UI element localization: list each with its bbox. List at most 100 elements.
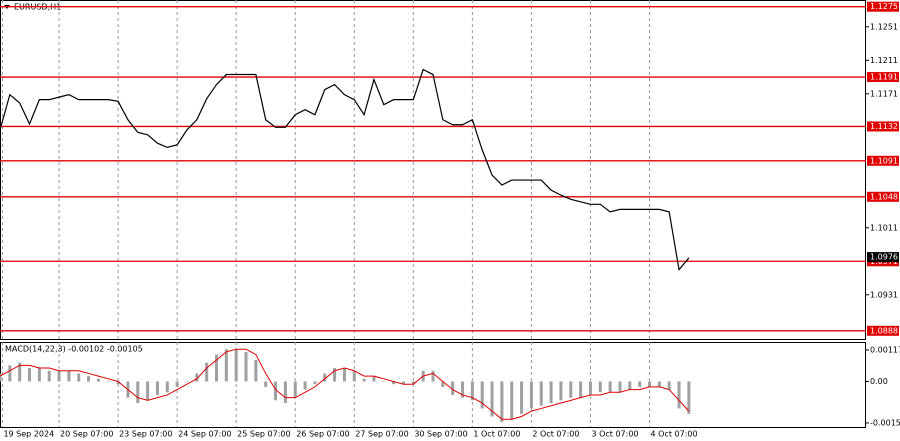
macd-bar [8,365,12,382]
macd-bar [28,368,32,382]
macd-bar [648,381,651,387]
macd-bar [461,381,465,398]
level-label: 1.1191 [870,73,898,82]
macd-bar [579,381,583,398]
macd-bar [411,381,415,385]
x-tick-label: 25 Sep 07:00 [237,430,290,439]
level-label: 1.1275 [870,2,898,11]
y-tick-label: 0.00 [870,377,888,386]
macd-bar [116,381,120,385]
macd-bar [244,351,248,382]
macd-bar [254,359,258,382]
price-line [0,68,690,272]
macd-bar [323,373,327,382]
macd-bar [264,381,268,387]
y-tick-label: 0.00117 [870,346,900,355]
macd-bar [539,381,543,406]
macd-bar [185,381,189,382]
macd-bar [382,381,386,382]
level-label: 1.1048 [870,192,898,201]
macd-bar [77,373,81,382]
x-tick-label: 2 Oct 07:00 [532,430,579,439]
current-price-box [867,252,899,263]
y-tick-label: 1.0931 [870,290,898,299]
x-tick-label: 26 Sep 07:00 [296,430,349,439]
signal-line [0,348,690,420]
macd-bar [205,362,209,382]
macd-bar [362,378,366,382]
macd-bar [303,381,307,390]
macd-bar [352,370,356,382]
level-label-box [867,325,899,336]
level-label: 1.1091 [870,156,898,165]
macd-bar [87,376,91,382]
y-tick-label: 1.1251 [870,22,898,31]
macd-panel [0,342,866,428]
level-label: 1.0888 [870,326,898,335]
macd-bar [441,381,445,387]
x-tick-label: 4 Oct 07:00 [651,430,698,439]
macd-bar [559,381,563,401]
level-label-box [867,191,899,202]
macd-bar [155,381,159,395]
macd-bar [451,381,455,395]
macd-bar [96,378,100,382]
macd-bar [342,368,346,382]
macd-bar [500,381,504,422]
x-tick-label: 27 Sep 07:00 [355,430,408,439]
macd-bar [195,373,199,382]
macd-bar [510,381,514,420]
level-label-box [867,72,899,83]
x-tick-label: 3 Oct 07:00 [591,430,638,439]
level-label: 1.1132 [870,122,898,131]
y-tick-label: 1.1171 [870,89,898,98]
level-label-box [867,155,899,166]
macd-bar [549,381,553,404]
macd-bar [47,370,51,382]
macd-bar [392,381,396,385]
macd-bar [569,381,573,398]
macd-bar [657,381,661,387]
macd-bar [67,370,71,382]
main-panel [0,0,866,340]
macd-bar [470,381,474,401]
macd-bar [0,373,2,382]
macd-bar [283,381,287,404]
macd-bar [37,368,41,382]
macd-bar [333,368,337,382]
current-price-label: 1.0976 [870,253,898,262]
macd-bar [598,381,602,393]
y-tick-label: 1.1211 [870,56,898,65]
macd-bar [638,381,642,387]
y-tick-label: -0.00154 [870,418,900,427]
x-tick-label: 20 Sep 07:00 [60,430,113,439]
macd-bar [175,381,179,387]
macd-bar [57,370,61,382]
macd-bar [18,362,22,382]
macd-bar [136,381,140,404]
macd-bar [106,381,110,382]
macd-bar [234,349,238,382]
x-tick-label: 30 Sep 07:00 [414,430,467,439]
macd-bar [687,381,691,414]
macd-bar [224,349,228,382]
macd-bar [313,381,317,385]
macd-bar [520,381,524,414]
macd-bar [618,381,622,393]
macd-bar [401,381,405,385]
level-label-box [867,1,899,12]
macd-bar [165,381,169,393]
macd-bar [480,381,484,409]
macd-bar [293,381,297,398]
macd-bar [215,354,218,382]
macd-bar [274,381,278,401]
x-tick-label: 19 Sep 2024 [3,430,54,439]
macd-bar [628,381,632,390]
x-tick-label: 23 Sep 07:00 [119,430,172,439]
macd-bar [372,376,376,382]
macd-bar [667,381,671,390]
macd-bar [529,381,533,409]
macd-bar [608,381,612,393]
x-tick-label: 1 Oct 07:00 [473,430,520,439]
